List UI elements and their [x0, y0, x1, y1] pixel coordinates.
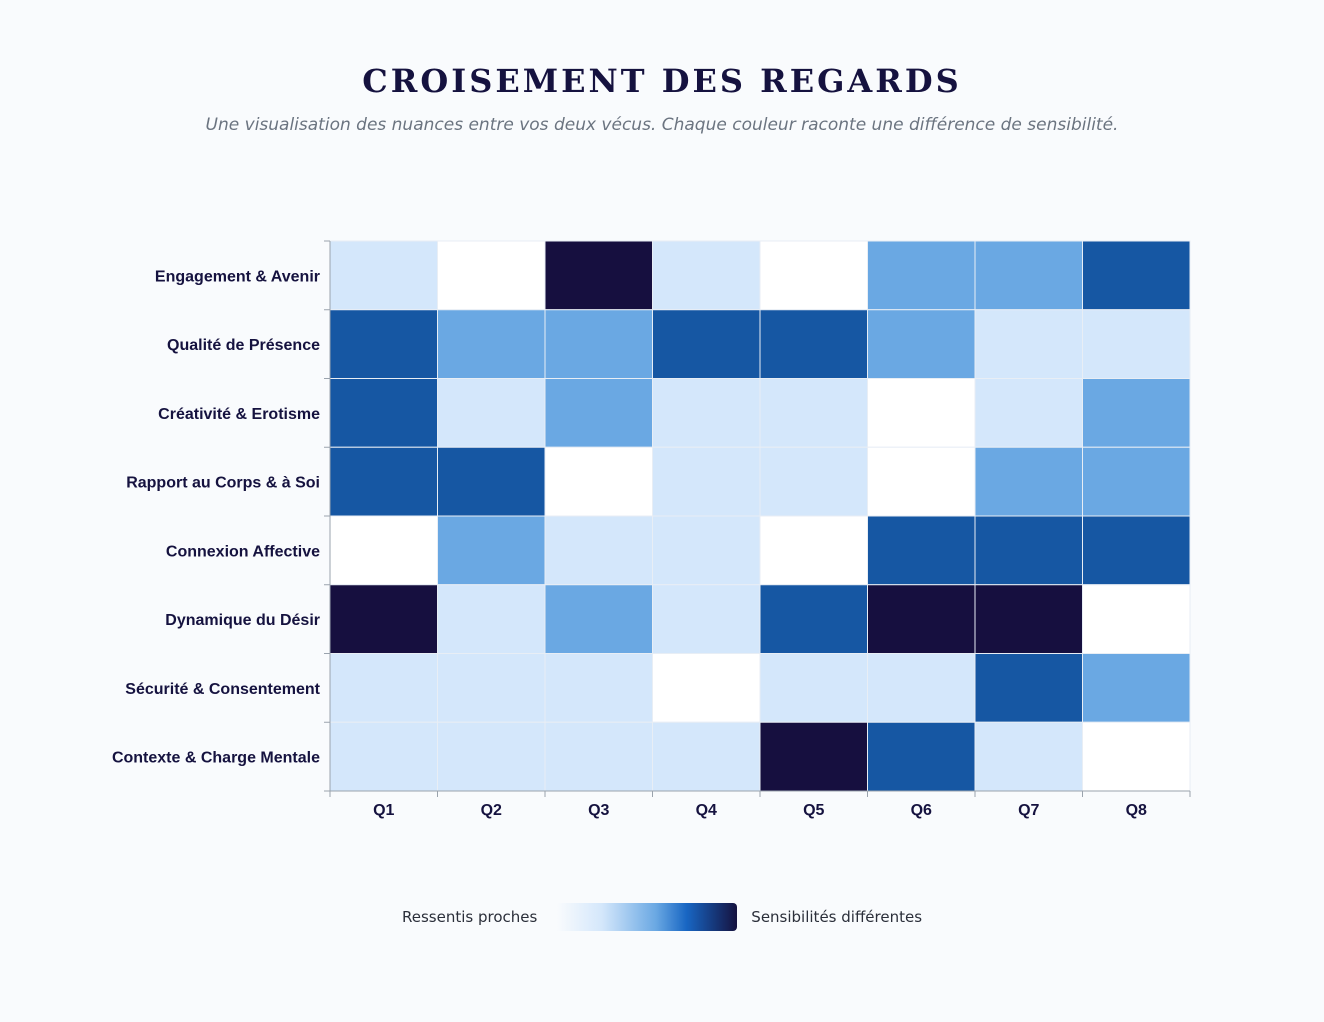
- heatmap-cell: 1: [329, 240, 438, 311]
- heatmap-cell: 1: [652, 584, 761, 654]
- heatmap-cell: 2: [544, 584, 653, 654]
- heatmap-cell: 3: [759, 584, 868, 654]
- chart-title: CROISEMENT DES REGARDS: [362, 62, 962, 100]
- heatmap-cell: 2: [544, 378, 653, 448]
- legend-high-label: Sensibilités différentes: [751, 908, 923, 926]
- heatmap-cell: 0: [759, 515, 868, 586]
- row-label: Dynamique du Désir: [165, 612, 320, 629]
- heatmap-chart: 1041022332233211312110123301102202110333…: [112, 240, 1191, 819]
- heatmap-cell: 2: [1082, 653, 1191, 723]
- heatmap-cell: 0: [652, 653, 761, 723]
- heatmap-cell: 3: [329, 378, 438, 448]
- heatmap-cell: 2: [867, 240, 976, 311]
- heatmap-cell: 2: [974, 446, 1083, 517]
- heatmap-cell: 2: [437, 309, 546, 379]
- heatmap-cell: 1: [974, 378, 1083, 448]
- heatmap-cell: 1: [652, 515, 761, 586]
- heatmap-cell: 1: [652, 378, 761, 448]
- heatmap-cell: 4: [544, 240, 653, 311]
- row-label: Connexion Affective: [166, 543, 320, 560]
- heatmap-cell: 1: [544, 653, 653, 723]
- heatmap-cell: 0: [1082, 721, 1191, 792]
- column-label: Q4: [696, 802, 717, 819]
- heatmap-cell: 2: [867, 309, 976, 379]
- heatmap-cell: 1: [652, 721, 761, 792]
- heatmap-cell: 0: [329, 515, 438, 586]
- heatmap-cell: 0: [437, 240, 546, 311]
- heatmap-cell: 1: [437, 378, 546, 448]
- heatmap-cell: 0: [867, 446, 976, 517]
- heatmap-cell: 1: [1082, 309, 1191, 379]
- heatmap-axes: [324, 240, 1191, 797]
- heatmap-cell: 1: [329, 653, 438, 723]
- row-label: Qualité de Présence: [167, 337, 320, 354]
- heatmap-cell: 3: [437, 446, 546, 517]
- heatmap-cell: 2: [974, 240, 1083, 311]
- column-label: Q1: [373, 802, 394, 819]
- heatmap-cell: 3: [974, 515, 1083, 586]
- heatmap-cell: 3: [867, 515, 976, 586]
- heatmap-cell: 1: [329, 721, 438, 792]
- heatmap-cell: 3: [329, 446, 438, 517]
- heatmap-cell: 3: [652, 309, 761, 379]
- heatmap-cell: 2: [1082, 378, 1191, 448]
- heatmap-cell: 3: [329, 309, 438, 379]
- heatmap-cell: 1: [974, 309, 1083, 379]
- row-label: Contexte & Charge Mentale: [112, 750, 320, 767]
- column-label: Q8: [1126, 802, 1147, 819]
- row-label: Sécurité & Consentement: [125, 681, 320, 698]
- heatmap-cell: 1: [652, 240, 761, 311]
- heatmap-cell: 0: [867, 378, 976, 448]
- row-label: Engagement & Avenir: [155, 268, 320, 285]
- heatmap-cell: 2: [1082, 446, 1191, 517]
- column-label: Q3: [588, 802, 609, 819]
- heatmap-cell: 1: [437, 653, 546, 723]
- legend-gradient-bar: [557, 903, 738, 931]
- heatmap-cell: 0: [1082, 584, 1191, 654]
- heatmap-cell: 1: [544, 515, 653, 586]
- heatmap-cell: 4: [759, 721, 868, 792]
- column-label: Q2: [481, 802, 502, 819]
- heatmap-labels: Engagement & Avenir Qualité de Présence Cr…: [112, 268, 1147, 819]
- heatmap-cell: 1: [867, 653, 976, 723]
- heatmap-cells: 1041022332233211312110123301102202110333…: [329, 240, 1191, 792]
- column-label: Q7: [1018, 802, 1039, 819]
- heatmap-cell: 2: [437, 515, 546, 586]
- heatmap-cell: 3: [867, 721, 976, 792]
- legend-low-label: Ressentis proches: [401, 908, 538, 926]
- column-label: Q6: [911, 802, 932, 819]
- heatmap-cell: 3: [1082, 515, 1191, 586]
- heatmap-cell: 3: [1082, 240, 1191, 311]
- chart-subtitle: Une visualisation des nuances entre vos …: [205, 115, 1119, 135]
- heatmap-cell: 3: [759, 309, 868, 379]
- heatmap-cell: 4: [974, 584, 1083, 654]
- heatmap-cell: 1: [652, 446, 761, 517]
- heatmap-cell: 1: [759, 446, 868, 517]
- heatmap-cell: 4: [329, 584, 438, 654]
- color-legend: Ressentis proches Sensibilités différent…: [0, 903, 1324, 931]
- heatmap-cell: 4: [867, 584, 976, 654]
- heatmap-cell: 0: [544, 446, 653, 517]
- heatmap-cell: 0: [759, 240, 868, 311]
- heatmap-cell: 1: [759, 378, 868, 448]
- row-label: Rapport au Corps & à Soi: [126, 475, 320, 492]
- heatmap-cell: 1: [759, 653, 868, 723]
- heatmap-cell: 1: [437, 721, 546, 792]
- heatmap-cell: 2: [544, 309, 653, 379]
- heatmap-cell: 3: [974, 653, 1083, 723]
- heatmap-cell: 1: [974, 721, 1083, 792]
- heatmap-cell: 1: [544, 721, 653, 792]
- heatmap-cell: 1: [437, 584, 546, 654]
- column-label: Q5: [803, 802, 824, 819]
- row-label: Créativité & Erotisme: [158, 406, 320, 423]
